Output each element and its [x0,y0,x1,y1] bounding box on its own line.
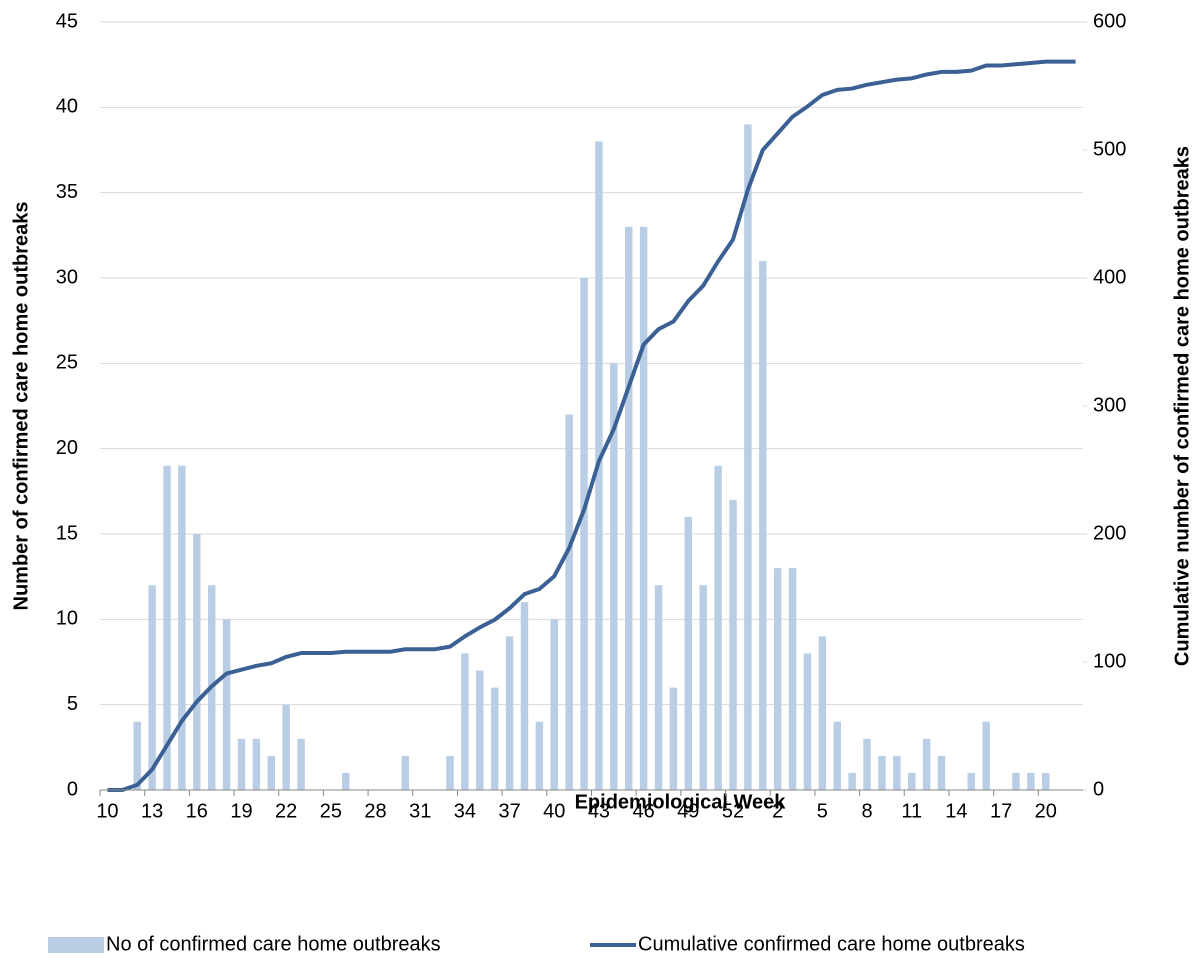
x-tick-label: 25 [320,800,342,822]
bar [848,772,856,790]
bar [148,585,156,790]
y2-tick-label: 300 [1093,394,1126,416]
bar [252,738,261,790]
bar [937,755,946,790]
x-tick-label: 2 [772,800,783,822]
bar [178,465,186,790]
bar [893,755,901,790]
x-tick-label: 52 [722,800,744,822]
bar [744,124,752,790]
bar [520,602,529,790]
bar [610,363,618,790]
bar [550,619,558,790]
bar [476,670,484,790]
bar [163,465,171,790]
bar [863,738,871,790]
bar [446,755,454,790]
x-tick-label: 13 [141,800,163,822]
legend-swatch [48,937,104,953]
y-tick-label: 15 [56,522,78,544]
x-tick-label: 46 [633,800,655,822]
bar [639,226,648,791]
bar [907,772,916,790]
x-tick-label: 22 [275,800,297,822]
bar [729,499,737,790]
bar [505,636,514,790]
x-tick-label: 31 [409,800,431,822]
bar [669,687,678,790]
bar [759,260,767,790]
x-tick-label: 37 [498,800,520,822]
x-tick-label: 17 [990,800,1012,822]
bar [222,619,231,790]
y-tick-label: 25 [56,352,78,374]
bar [788,568,797,790]
x-tick-label: 40 [543,800,565,822]
y-tick-label: 0 [67,778,78,800]
bar [684,516,693,790]
bar [461,653,469,790]
y2-tick-label: 0 [1093,778,1104,800]
bar [1042,772,1050,790]
bar [922,738,931,790]
y2-tick-label: 600 [1093,10,1126,32]
bar [565,414,573,790]
y-tick-label: 30 [56,266,78,288]
x-tick-label: 10 [96,800,118,822]
bar [714,465,722,790]
x-axis-title: Epidemiological Week [575,791,787,813]
bar [967,772,976,790]
bar [267,755,276,790]
y-tick-label: 40 [56,96,78,118]
bar [982,721,990,790]
x-tick-label: 28 [364,800,386,822]
y-tick-label: 10 [56,608,78,630]
x-tick-label: 20 [1035,800,1057,822]
bar [833,721,841,790]
bar [625,226,633,791]
x-tick-label: 14 [945,800,967,822]
x-tick-label: 49 [677,800,699,822]
line [107,59,1076,792]
x-tick-label: 43 [588,800,610,822]
y2-tick-label: 200 [1093,522,1126,544]
y2-tick-label: 100 [1093,650,1126,672]
bar [401,755,410,790]
y2-tick-label: 500 [1093,138,1126,160]
bar [237,738,246,790]
bar [490,687,499,790]
bar [1027,772,1035,790]
x-tick-label: 8 [861,800,872,822]
bar [699,585,707,790]
bar [297,738,305,790]
y-tick-label: 5 [67,693,78,715]
x-tick-label: 34 [454,800,476,822]
x-tick-label: 16 [186,800,208,822]
legend-label: Cumulative confirmed care home outbreaks [638,933,1025,955]
bar [342,772,350,790]
bar [580,278,588,790]
y-tick-label: 45 [56,10,78,32]
x-tick-label: 11 [901,800,922,822]
y-tick-label: 35 [56,181,78,203]
bar [535,721,544,790]
y2-tick-label: 400 [1093,266,1126,288]
x-tick-label: 19 [230,800,252,822]
bar [773,568,782,790]
legend-label: No of confirmed care home outbreaks [106,933,441,955]
bar [654,585,663,790]
bar [803,653,812,790]
bar [818,636,827,790]
y2-axis-title: Cumulative number of confirmed care home… [1171,146,1193,666]
y-axis-title: Number of confirmed care home outbreaks [10,202,32,611]
x-tick-label: 5 [817,800,828,822]
bar [878,755,886,790]
y-tick-label: 20 [56,437,78,459]
bar [133,721,141,790]
bar [282,704,290,790]
bar [193,534,201,790]
bar [1012,772,1020,790]
